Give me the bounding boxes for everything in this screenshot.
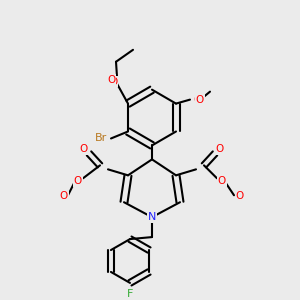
Text: N: N <box>148 212 156 222</box>
Text: O: O <box>194 94 202 105</box>
Text: O: O <box>109 77 117 87</box>
Text: O: O <box>80 144 88 154</box>
Text: O: O <box>236 191 244 201</box>
Text: O: O <box>60 191 68 201</box>
Text: O: O <box>218 176 226 186</box>
Text: Br: Br <box>95 134 107 143</box>
Text: O: O <box>74 176 82 186</box>
Text: O: O <box>107 75 115 85</box>
Text: O: O <box>216 144 224 154</box>
Text: F: F <box>127 289 133 299</box>
Text: O: O <box>196 94 204 105</box>
